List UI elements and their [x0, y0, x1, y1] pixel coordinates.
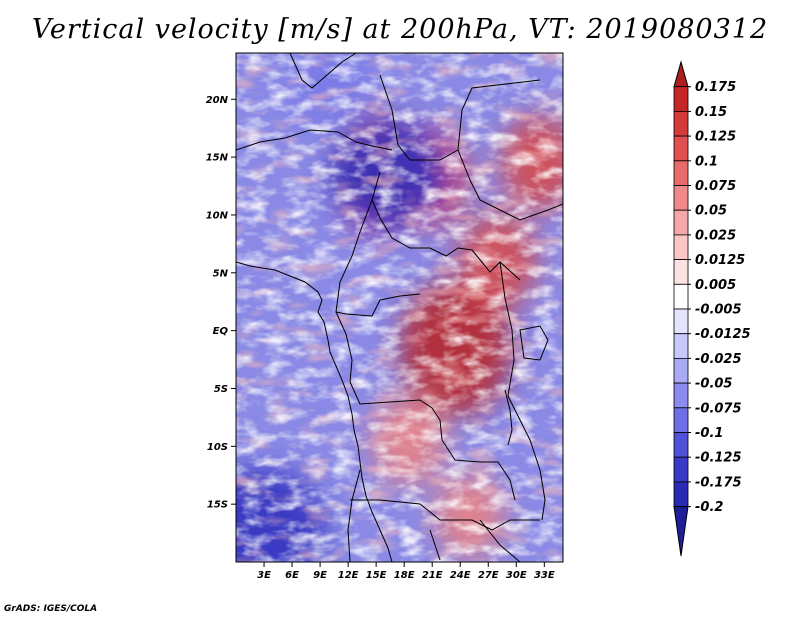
border-ethiopia	[457, 149, 563, 221]
lon-tick-label: 33E	[534, 570, 555, 581]
colorbar-label: -0.2	[695, 500, 723, 515]
colorbar-label: -0.05	[695, 377, 732, 392]
border-cameroon	[335, 199, 421, 317]
colorbar-swatch	[673, 234, 689, 260]
colorbar-label: -0.025	[695, 352, 742, 367]
lake-tanganyika	[504, 389, 513, 446]
lon-tick-label: 21E	[422, 570, 443, 581]
border-south	[347, 469, 361, 562]
border-congo	[335, 311, 516, 501]
colorbar-label: -0.005	[695, 303, 742, 318]
colorbar: 0.175 0.15 0.125 0.1 0.075 0.05 0.025 0.0125 0.0…	[673, 60, 751, 557]
border-sahel	[236, 129, 393, 151]
lon-tick-label: 15E	[366, 570, 387, 581]
colorbar-swatch	[673, 382, 689, 409]
coastline	[236, 261, 393, 562]
longitude-axis: 3E 6E 9E 12E 15E 18E 21E 24E 27E 30E 33E	[257, 562, 555, 581]
lon-tick-label: 18E	[394, 570, 415, 581]
colorbar-label: 0.125	[695, 130, 736, 145]
chart-title: Vertical velocity [m/s] at 200hPa, VT: 2…	[31, 14, 769, 45]
border-north-2	[379, 74, 541, 161]
lake-malawi	[539, 469, 546, 521]
map-frame	[235, 52, 564, 563]
lat-tick-label: EQ	[213, 326, 229, 337]
colorbar-label: -0.175	[695, 475, 742, 490]
lon-tick-label: 6E	[285, 570, 299, 581]
country-borders	[236, 53, 563, 562]
lon-tick-label: 27E	[478, 570, 499, 581]
border-drc-east	[499, 261, 541, 471]
colorbar-swatch	[673, 456, 689, 483]
colorbar-swatch	[673, 135, 689, 162]
colorbar-label: 0.15	[695, 105, 727, 120]
border-zambia	[429, 519, 521, 562]
colorbar-label: 0.05	[695, 204, 727, 219]
vertical-velocity-field	[236, 53, 563, 562]
colorbar-label: 0.175	[695, 80, 736, 95]
colorbar-swatch	[673, 185, 689, 211]
lon-tick-label: 3E	[257, 570, 271, 581]
white-speckle-texture	[236, 53, 563, 562]
lat-tick-label: 10S	[207, 442, 228, 453]
colorbar-label: -0.125	[695, 451, 742, 466]
colorbar-swatch	[673, 432, 689, 458]
latitude-axis: 20N 15N 10N 5N EQ 5S 10S 15S	[206, 95, 236, 511]
colorbar-max-triangle	[673, 60, 689, 88]
lat-tick-label: 15S	[207, 500, 228, 511]
colorbar-swatch	[673, 86, 689, 112]
colorbar-min-triangle	[673, 506, 689, 557]
colorbar-swatch	[673, 333, 689, 359]
colorbar-swatch	[673, 407, 689, 433]
colorbar-label: 0.0125	[695, 253, 745, 268]
lat-tick-label: 5S	[214, 384, 228, 395]
lat-tick-label: 10N	[206, 210, 229, 221]
colorbar-swatch	[673, 357, 689, 384]
colorbar-swatch	[673, 259, 689, 285]
colorbar-swatch	[673, 308, 689, 335]
colorbar-swatch	[673, 111, 689, 137]
lon-tick-label: 12E	[338, 570, 359, 581]
lon-tick-label: 9E	[313, 570, 327, 581]
border-chad	[371, 171, 521, 281]
colorbar-label: -0.075	[695, 401, 742, 416]
lon-tick-label: 30E	[506, 570, 527, 581]
grads-credit: GrADS: IGES/COLA	[4, 604, 98, 614]
colorbar-swatch	[673, 481, 689, 507]
colorbar-label: -0.0125	[695, 327, 751, 342]
colorbar-label: -0.1	[695, 426, 723, 441]
colorbar-swatch	[673, 283, 689, 310]
colorbar-label: 0.1	[695, 154, 718, 169]
border-north-1	[289, 53, 357, 89]
colorbar-label: 0.025	[695, 228, 736, 243]
lat-tick-label: 15N	[206, 153, 229, 164]
colorbar-swatch	[673, 209, 689, 236]
lat-tick-label: 20N	[206, 95, 229, 106]
lon-tick-label: 24E	[450, 570, 471, 581]
lat-tick-label: 5N	[213, 268, 229, 279]
colorbar-swatch	[673, 160, 689, 186]
colorbar-label: 0.005	[695, 278, 736, 293]
lake-victoria	[519, 325, 549, 361]
colorbar-label: 0.075	[695, 179, 736, 194]
border-angola	[350, 499, 540, 531]
